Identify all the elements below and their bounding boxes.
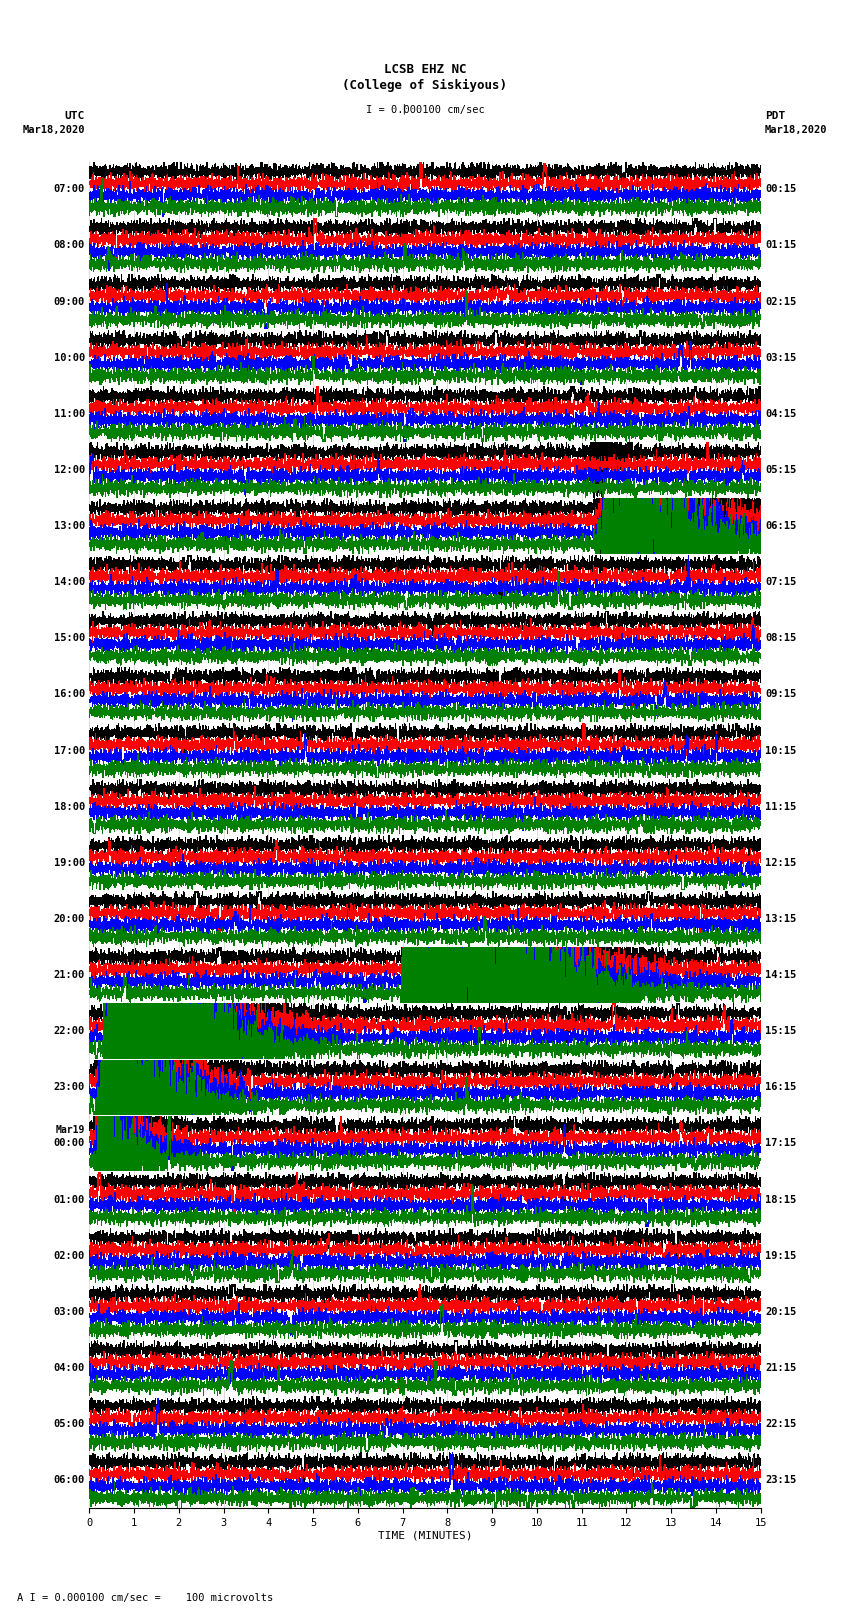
Text: 15:15: 15:15 xyxy=(765,1026,796,1036)
Text: 00:00: 00:00 xyxy=(54,1139,85,1148)
Text: 22:00: 22:00 xyxy=(54,1026,85,1036)
Text: Mar19: Mar19 xyxy=(55,1126,85,1136)
Text: 23:15: 23:15 xyxy=(765,1476,796,1486)
Text: 07:15: 07:15 xyxy=(765,577,796,587)
Text: 09:15: 09:15 xyxy=(765,689,796,700)
Text: 18:00: 18:00 xyxy=(54,802,85,811)
Text: 06:15: 06:15 xyxy=(765,521,796,531)
Text: 13:15: 13:15 xyxy=(765,915,796,924)
Text: 10:15: 10:15 xyxy=(765,745,796,755)
Text: 01:00: 01:00 xyxy=(54,1195,85,1205)
Text: 19:00: 19:00 xyxy=(54,858,85,868)
Text: 11:15: 11:15 xyxy=(765,802,796,811)
Text: 03:15: 03:15 xyxy=(765,353,796,363)
Text: 12:15: 12:15 xyxy=(765,858,796,868)
Text: 04:00: 04:00 xyxy=(54,1363,85,1373)
Text: 02:15: 02:15 xyxy=(765,297,796,306)
Text: (College of Siskiyous): (College of Siskiyous) xyxy=(343,79,507,92)
Text: I = 0.000100 cm/sec: I = 0.000100 cm/sec xyxy=(366,105,484,115)
Text: 12:00: 12:00 xyxy=(54,465,85,474)
Text: 02:00: 02:00 xyxy=(54,1250,85,1261)
Text: 11:00: 11:00 xyxy=(54,408,85,419)
Text: Mar18,2020: Mar18,2020 xyxy=(22,126,85,135)
Text: PDT: PDT xyxy=(765,111,785,121)
Text: 21:00: 21:00 xyxy=(54,969,85,981)
Text: 23:00: 23:00 xyxy=(54,1082,85,1092)
Text: 05:00: 05:00 xyxy=(54,1419,85,1429)
Text: 18:15: 18:15 xyxy=(765,1195,796,1205)
Text: 01:15: 01:15 xyxy=(765,240,796,250)
Text: LCSB EHZ NC: LCSB EHZ NC xyxy=(383,63,467,76)
Text: 15:00: 15:00 xyxy=(54,634,85,644)
Text: 07:00: 07:00 xyxy=(54,184,85,194)
Text: 09:00: 09:00 xyxy=(54,297,85,306)
Text: 10:00: 10:00 xyxy=(54,353,85,363)
X-axis label: TIME (MINUTES): TIME (MINUTES) xyxy=(377,1531,473,1540)
Text: 20:15: 20:15 xyxy=(765,1307,796,1316)
Text: 16:00: 16:00 xyxy=(54,689,85,700)
Text: Mar18,2020: Mar18,2020 xyxy=(765,126,828,135)
Text: 21:15: 21:15 xyxy=(765,1363,796,1373)
Text: 19:15: 19:15 xyxy=(765,1250,796,1261)
Text: 06:00: 06:00 xyxy=(54,1476,85,1486)
Text: |: | xyxy=(400,103,407,115)
Text: 08:00: 08:00 xyxy=(54,240,85,250)
Text: A I = 0.000100 cm/sec =    100 microvolts: A I = 0.000100 cm/sec = 100 microvolts xyxy=(17,1594,273,1603)
Text: 04:15: 04:15 xyxy=(765,408,796,419)
Text: 13:00: 13:00 xyxy=(54,521,85,531)
Text: 20:00: 20:00 xyxy=(54,915,85,924)
Text: 08:15: 08:15 xyxy=(765,634,796,644)
Text: 05:15: 05:15 xyxy=(765,465,796,474)
Text: 17:15: 17:15 xyxy=(765,1139,796,1148)
Text: 17:00: 17:00 xyxy=(54,745,85,755)
Text: 22:15: 22:15 xyxy=(765,1419,796,1429)
Text: 00:15: 00:15 xyxy=(765,184,796,194)
Text: 03:00: 03:00 xyxy=(54,1307,85,1316)
Text: UTC: UTC xyxy=(65,111,85,121)
Text: 14:15: 14:15 xyxy=(765,969,796,981)
Text: 16:15: 16:15 xyxy=(765,1082,796,1092)
Text: 14:00: 14:00 xyxy=(54,577,85,587)
